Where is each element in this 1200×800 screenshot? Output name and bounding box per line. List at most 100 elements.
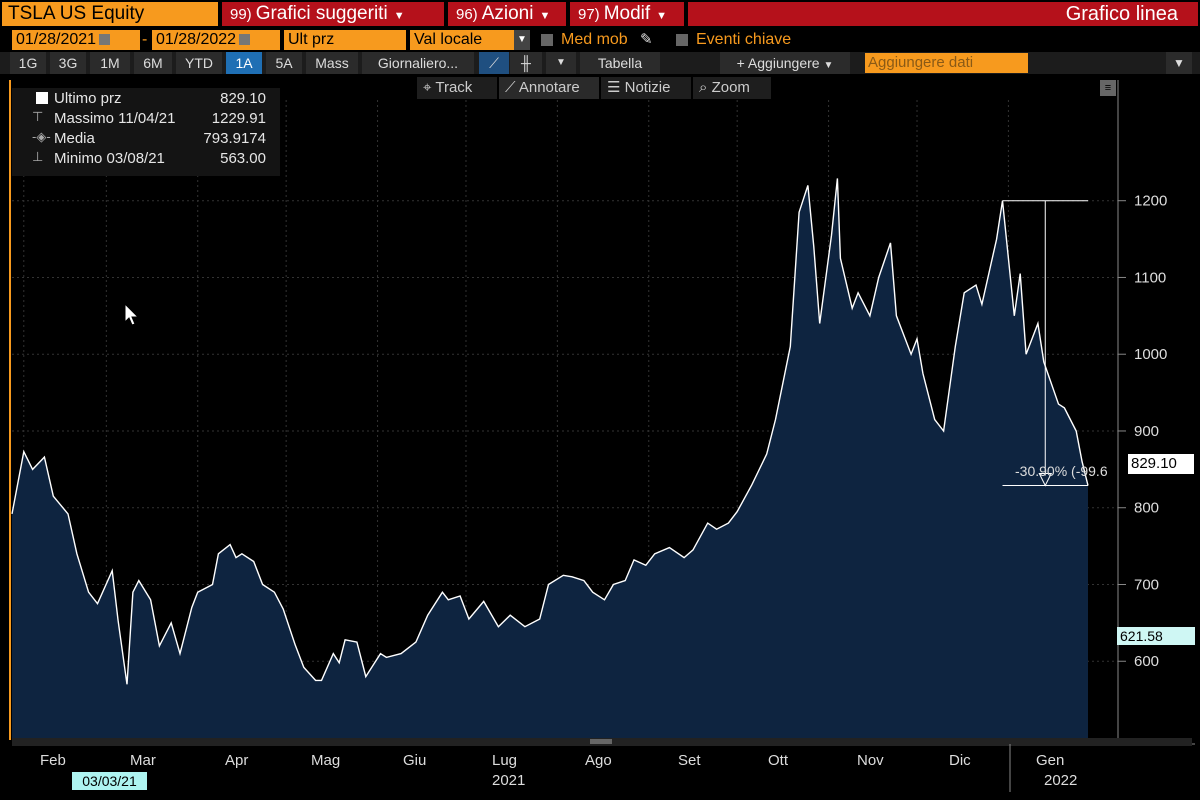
period-1a[interactable]: 1A (226, 52, 262, 74)
start-date-field[interactable]: 01/28/2021 (12, 30, 140, 50)
crosshair-icon: ⌖ (423, 79, 432, 96)
year-label: 2022 (1044, 772, 1078, 789)
news-icon: ☰ (607, 79, 621, 96)
price-line (11, 178, 1089, 685)
chart-type-caret-icon[interactable]: ▼ (546, 52, 576, 74)
moving-avg-checkbox[interactable] (541, 34, 553, 46)
legend-last-value: 829.10 (220, 90, 266, 107)
menu-number: 97) (578, 6, 600, 23)
period-6m[interactable]: 6M (134, 52, 172, 74)
caret-down-icon: ▼ (656, 10, 668, 22)
add-button[interactable]: + Aggiungere ▼ (720, 52, 850, 74)
max-marker-icon: ⊤ (32, 109, 44, 124)
legend-min-value: 563.00 (220, 150, 266, 167)
year-label: 2021 (492, 772, 526, 789)
suggested-charts-menu[interactable]: 99) Grafici suggeriti ▼ (222, 2, 444, 26)
ticker-field[interactable]: TSLA US Equity (2, 2, 218, 26)
zoom-icon: ⌕ (699, 79, 708, 96)
period-ytd[interactable]: YTD (176, 52, 222, 74)
y-tick-label: 600 (1134, 653, 1159, 670)
moving-avg-label: Med mob (561, 31, 628, 48)
y-tick-label: 700 (1134, 576, 1159, 593)
news-tool[interactable]: ☰ Notizie (601, 77, 691, 99)
month-label: Mar (130, 752, 156, 769)
edit-menu[interactable]: 97) Modif ▼ (570, 2, 684, 26)
annotate-tool[interactable]: ⟋ Annotare (499, 77, 599, 99)
caret-down-icon: ▼ (539, 10, 551, 22)
month-label: Nov (857, 752, 884, 769)
period-mass[interactable]: Mass (306, 52, 358, 74)
events-checkbox[interactable] (676, 34, 688, 46)
currency-dropdown[interactable]: Val locale ▼ (410, 30, 530, 50)
menu-label: Grafici suggeriti (255, 3, 388, 24)
month-label: Apr (225, 752, 249, 769)
period-5a[interactable]: 5A (266, 52, 302, 74)
month-label: Ago (585, 752, 612, 769)
caret-down-icon: ▼ (393, 10, 405, 22)
legend-max-label: Massimo 11/04/21 (54, 110, 176, 127)
menu-number: 99) (230, 6, 252, 23)
average-marker-icon: -◈- (32, 129, 51, 144)
field-selector[interactable]: Ult prz (284, 30, 406, 50)
line-chart-icon[interactable]: ⟋ (479, 52, 509, 74)
y-tick-label: 900 (1134, 423, 1159, 440)
events-label: Eventi chiave (696, 31, 792, 48)
currency-value: Val locale (414, 31, 483, 48)
filter-icon[interactable]: ▼ (1166, 52, 1192, 74)
end-date-value: 01/28/2022 (156, 31, 237, 48)
calendar-icon[interactable] (239, 34, 251, 45)
zoom-tool[interactable]: ⌕ Zoom (693, 77, 771, 99)
y-tick-label: 800 (1134, 500, 1159, 517)
track-label: Track (435, 79, 473, 96)
chart-menu-icon[interactable]: ≡ (1100, 80, 1116, 96)
price-area (12, 178, 1088, 738)
ticker-label: TSLA US Equity (8, 3, 145, 24)
month-label: Set (678, 752, 701, 769)
chart-title: Grafico linea (688, 2, 1198, 26)
legend-avg-label: Media (54, 130, 95, 147)
y-tick-label: 1000 (1134, 346, 1167, 363)
y-tick-label: 1200 (1134, 193, 1167, 210)
crosshair-price-tag: 621.58 (1117, 627, 1195, 645)
month-label: Giu (403, 752, 427, 769)
scrollbar-thumb (590, 739, 612, 744)
last-price-tag: 829.10 (1128, 454, 1194, 474)
table-button[interactable]: Tabella (580, 52, 660, 74)
month-label: Ott (768, 752, 789, 769)
add-label: + Aggiungere (736, 55, 820, 71)
month-label: Mag (311, 752, 341, 769)
legend-avg-value: 793.9174 (203, 130, 266, 147)
calendar-icon[interactable] (99, 34, 111, 45)
news-label: Notizie (624, 79, 671, 96)
month-label: Gen (1036, 752, 1065, 769)
pencil-icon[interactable]: ✎ (640, 31, 653, 48)
annotation-arrowhead (1038, 472, 1053, 487)
track-tool[interactable]: ⌖ Track (417, 77, 497, 99)
menu-label: Azioni (481, 3, 534, 24)
annotate-label: Annotare (518, 79, 580, 96)
candle-chart-icon[interactable]: ╫ (510, 52, 542, 74)
start-date-value: 01/28/2021 (16, 31, 97, 48)
caret-down-icon: ▼ (514, 30, 530, 50)
y-tick-label: 1100 (1134, 269, 1166, 286)
annotate-icon: ⟋ (505, 79, 516, 96)
month-label: Dic (949, 752, 971, 769)
legend-panel: Ultimo prz 829.10 ⊤ Massimo 11/04/21 122… (12, 88, 280, 176)
period-1m[interactable]: 1M (90, 52, 130, 74)
month-label: Feb (40, 752, 66, 769)
min-marker-icon: ⊥ (32, 149, 44, 164)
caret-down-icon: ▼ (823, 60, 834, 71)
end-date-field[interactable]: 01/28/2022 (152, 30, 280, 50)
month-label: Lug (492, 752, 518, 769)
period-3g[interactable]: 3G (50, 52, 86, 74)
legend-last-label: Ultimo prz (54, 90, 122, 107)
series-color-icon (36, 92, 48, 104)
date-separator: - (142, 31, 148, 48)
actions-menu[interactable]: 96) Azioni ▼ (448, 2, 566, 26)
zoom-label: Zoom (711, 79, 750, 96)
add-data-field[interactable]: Aggiungere dati (865, 53, 1028, 73)
frequency-dropdown[interactable]: Giornaliero... (362, 52, 474, 74)
menu-label: Modif (603, 3, 651, 24)
period-1g[interactable]: 1G (10, 52, 46, 74)
